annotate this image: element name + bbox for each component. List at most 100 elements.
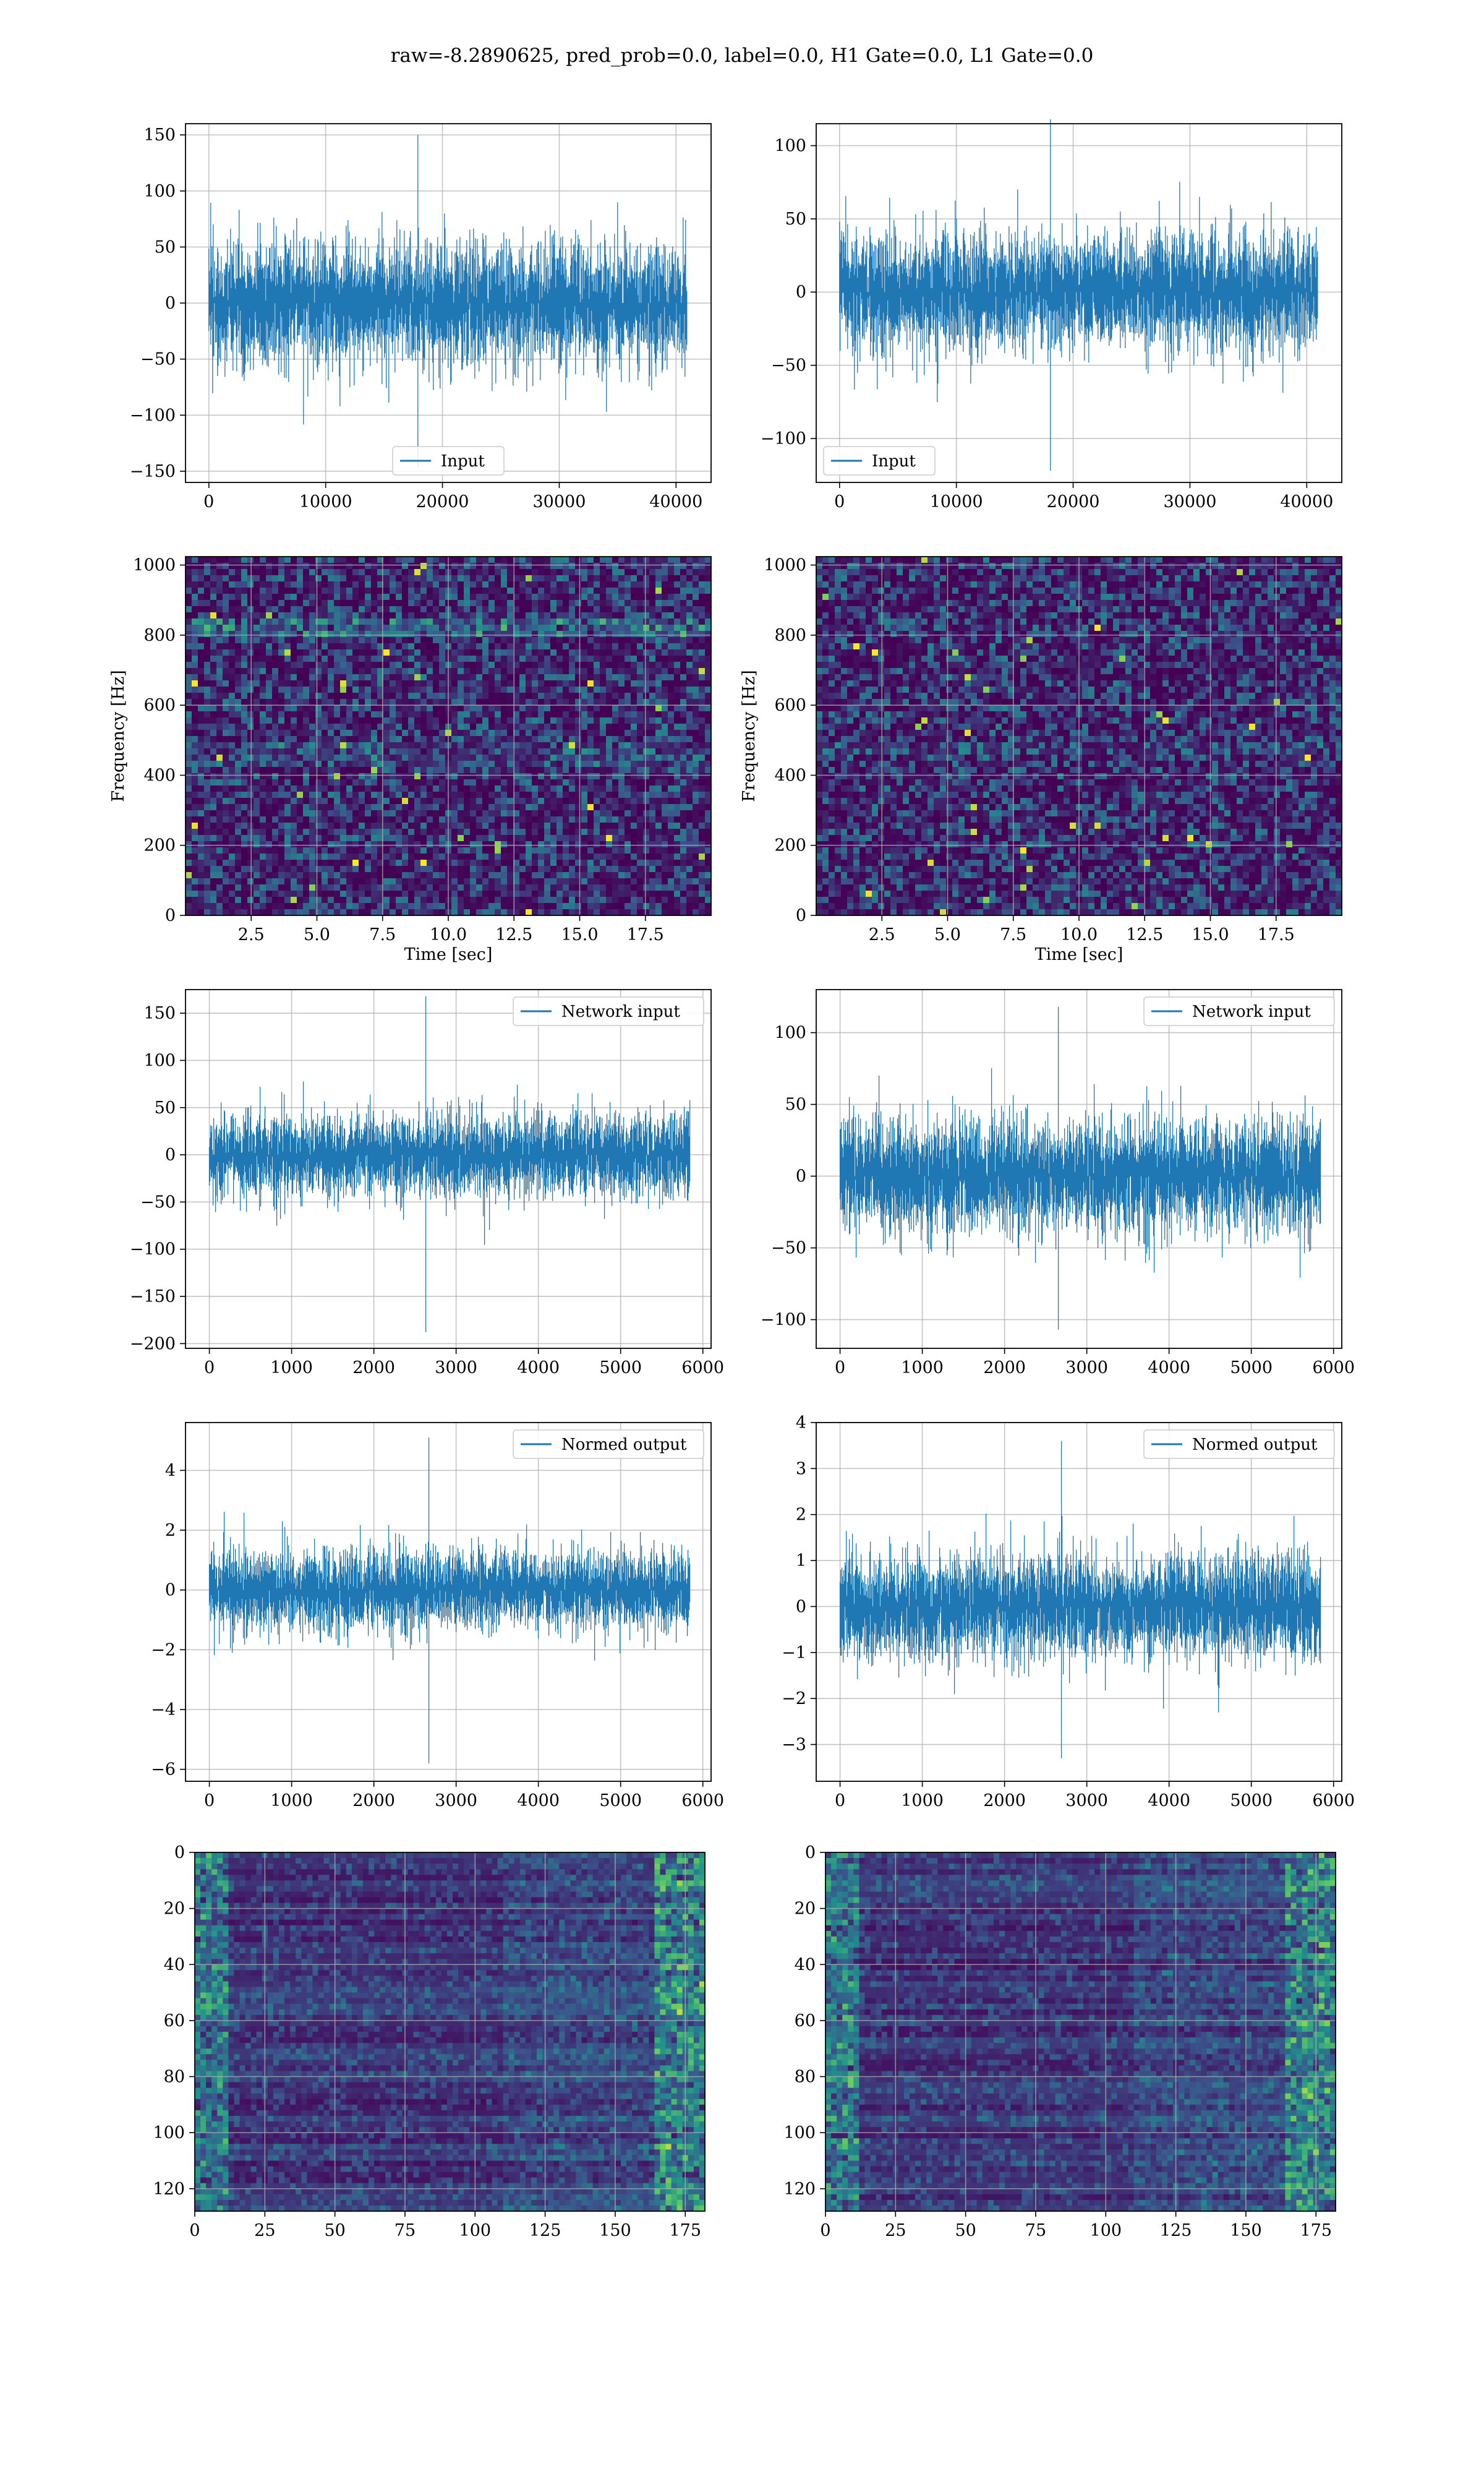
p3-cell [433,742,440,749]
p3-cell [519,581,526,588]
p3-cell [266,693,273,700]
p3-cell [408,847,415,854]
p3-cell [192,631,198,638]
p3-cell [439,656,446,662]
p3-cell [309,594,316,601]
p3-cell [618,748,625,755]
p3-cell [594,835,600,842]
p3-cell [563,767,569,774]
p3-cell [556,891,563,897]
p3-cell [569,594,576,601]
p3-cell [371,606,378,613]
p3-cell [513,687,520,693]
p3-cell [322,816,328,823]
p3-cell [612,643,619,650]
p3-cell [272,705,279,712]
p3-cell [420,785,427,792]
p3-cell [229,779,236,786]
p3-cell [699,625,706,631]
p3-cell [488,606,495,613]
p3-cell [501,625,508,631]
p3-cell [186,878,192,885]
p3-cell [254,575,260,582]
p3-cell [365,823,372,829]
p3-cell [390,625,396,631]
p3-cell [192,699,198,706]
p3-cell [309,804,316,811]
p3-cell [297,748,304,755]
p3-cell [241,563,248,570]
p3-cell [352,680,359,687]
p3-cell [699,804,706,811]
p3-cell [216,711,223,718]
p3-cell [587,594,594,601]
p3-cell [575,804,582,811]
p3-cell [655,779,662,786]
p3-cell [383,693,390,700]
p3-cell [284,631,291,638]
p3-cell [488,884,495,891]
p3-cell [451,662,458,669]
p3-cell [705,847,712,854]
p3-cell [204,711,211,718]
p3-cell [600,637,607,644]
p3-cell [556,600,563,607]
p3-cell [247,785,254,792]
p3-cell [513,779,520,786]
p3-cell [458,872,464,879]
p3-cell [439,903,446,910]
p3-cell [420,588,427,594]
p3-cell [556,662,563,669]
p3-cell [594,909,600,916]
p3-cell [544,693,551,700]
p3-cell [655,724,662,730]
p3-cell [241,649,248,656]
p3-cell [563,792,569,798]
p3-cell [377,829,384,836]
p3-cell [433,594,440,601]
p3-cell [377,705,384,712]
p3-cell [649,748,656,755]
p3-cell [513,810,520,817]
p3-cell [254,612,260,619]
p3-cell [668,717,675,724]
p3-cell [272,878,279,885]
p3-cell [526,668,532,675]
p3-cell [340,767,347,774]
p3-cell [618,730,625,737]
p3-cell [346,668,353,675]
p3-cell [278,854,285,860]
p3-cell [693,643,699,650]
p3-cell [303,569,310,576]
p3-cell [507,773,514,780]
p3-cell [365,761,372,768]
p3-cell [433,643,440,650]
p3-cell [408,730,415,737]
p3-cell [458,835,464,842]
p3-cell [229,829,236,836]
p3-cell [643,779,650,786]
p3-cell [470,575,477,582]
p3-cell [612,767,619,774]
p3-cell [371,625,378,631]
p3-cell [216,631,223,638]
p3-cell [625,625,631,631]
p3-cell [266,594,273,601]
p3-cell [649,761,656,768]
p3-cell [637,854,644,860]
p3-cell [303,612,310,619]
p3-cell [390,588,396,594]
p3-cell [705,724,712,730]
p3-cell [334,761,341,768]
p3-cell [507,748,514,755]
p3-cell [637,674,644,681]
p3-cell [538,804,545,811]
p3-cell [476,884,483,891]
p3-cell [272,785,279,792]
p3-cell [575,588,582,594]
p3-cell [216,612,223,619]
p3-cell [377,563,384,570]
p3-cell [674,742,681,749]
p3-cell [563,798,569,805]
p3-cell [420,792,427,798]
